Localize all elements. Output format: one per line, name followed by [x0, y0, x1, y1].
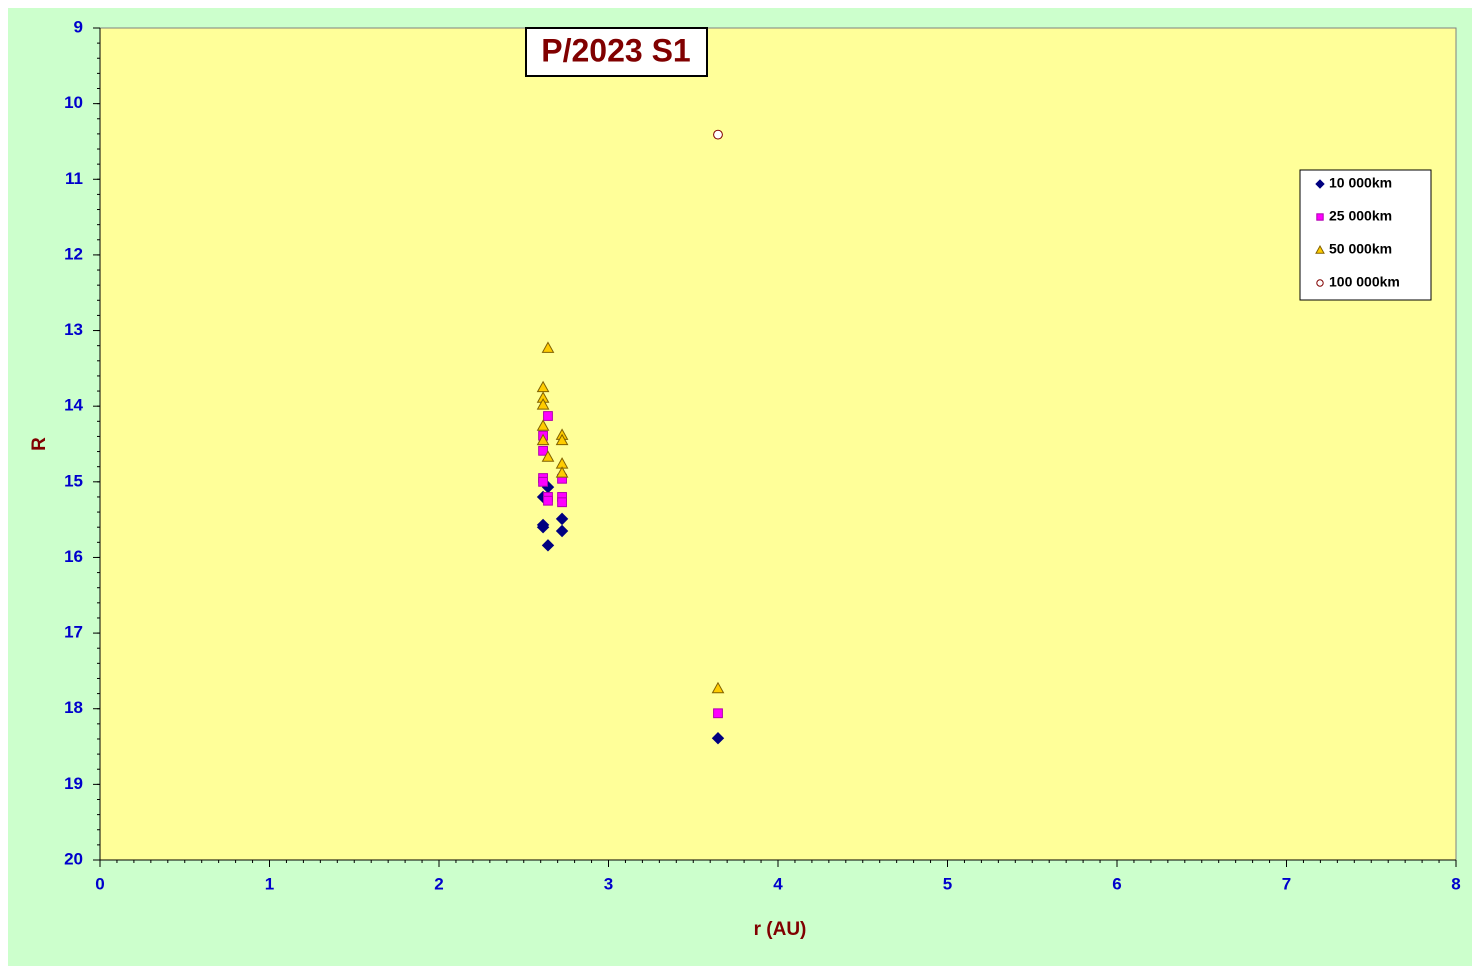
- data-point: [555, 512, 569, 526]
- x-tick-label: 5: [943, 874, 952, 893]
- legend-marker: [1315, 244, 1325, 254]
- legend-label: 25 000km: [1329, 208, 1392, 224]
- x-tick-label: 3: [604, 874, 613, 893]
- data-point: [538, 445, 548, 456]
- x-tick-label: 4: [773, 874, 783, 893]
- y-tick-label: 14: [64, 396, 83, 415]
- data-point: [541, 539, 555, 552]
- x-tick-label: 8: [1451, 874, 1460, 893]
- chart-title: P/2023 S1: [541, 32, 690, 68]
- y-tick-label: 12: [64, 244, 83, 263]
- data-point: [543, 495, 553, 506]
- y-tick-label: 17: [64, 623, 83, 642]
- data-point: [536, 419, 550, 431]
- y-tick-label: 20: [64, 849, 83, 868]
- data-point: [536, 433, 550, 446]
- x-tick-label: 2: [434, 874, 443, 893]
- y-tick-label: 18: [64, 698, 83, 717]
- legend-label: 50 000km: [1329, 241, 1392, 257]
- data-point: [557, 497, 567, 508]
- data-point: [536, 520, 550, 534]
- y-tick-label: 11: [65, 169, 83, 188]
- data-point: [713, 129, 723, 140]
- y-tick-label: 10: [64, 93, 83, 112]
- data-point: [555, 524, 569, 538]
- data-point: [555, 466, 569, 478]
- y-tick-label: 19: [64, 774, 83, 793]
- legend-marker: [1316, 213, 1324, 221]
- y-tick-label: 13: [64, 320, 83, 339]
- y-tick-label: 15: [64, 471, 83, 490]
- data-point: [713, 708, 723, 719]
- x-tick-label: 6: [1112, 874, 1121, 893]
- data-point: [711, 732, 725, 745]
- data-point: [711, 681, 725, 694]
- data-point: [538, 476, 548, 487]
- x-tick-label: 0: [95, 874, 104, 893]
- legend-marker: [1315, 179, 1325, 189]
- y-tick-label: 9: [74, 17, 83, 36]
- data-point: [543, 411, 553, 421]
- title-box: [525, 27, 708, 77]
- x-tick-label: 7: [1282, 874, 1291, 893]
- data-point: [555, 433, 569, 446]
- x-tick-label: 1: [265, 874, 274, 893]
- y-axis-label: R: [29, 437, 50, 451]
- x-axis-label: r (AU): [754, 919, 807, 940]
- data-point: [536, 398, 550, 410]
- legend-marker: [1316, 279, 1324, 287]
- legend-label: 100 000km: [1329, 274, 1400, 290]
- y-tick-label: 16: [64, 547, 83, 566]
- data-point: [541, 341, 555, 353]
- legend: [1299, 169, 1432, 301]
- data-point: [541, 450, 555, 462]
- legend-label: 10 000km: [1329, 175, 1392, 191]
- plot-area: [99, 27, 1457, 861]
